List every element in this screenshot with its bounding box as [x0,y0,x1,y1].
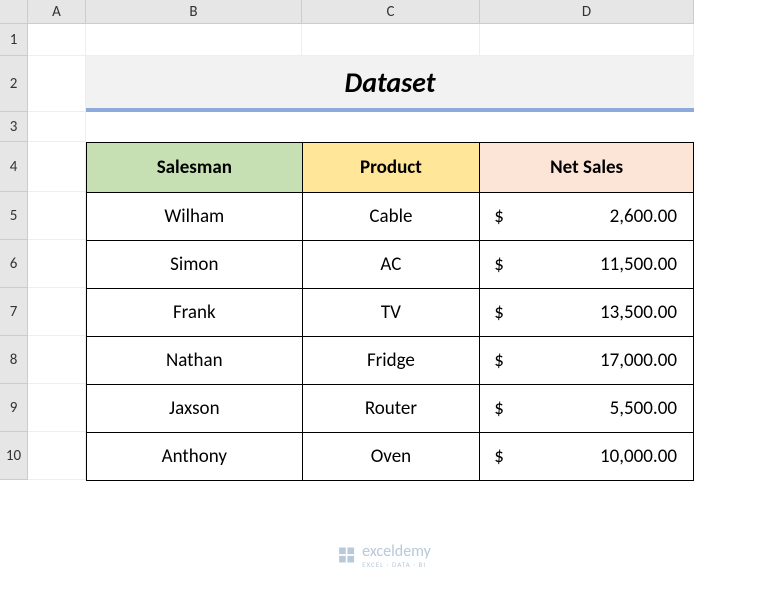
cell-product[interactable]: Oven [302,433,480,481]
amount-value: 13,500.00 [600,301,677,324]
table-row: JaxsonRouter$5,500.00 [87,385,694,433]
cell-netsales[interactable]: $13,500.00 [480,289,694,337]
cell-a9[interactable] [28,384,86,432]
header-netsales[interactable]: Net Sales [480,143,694,193]
cell-product[interactable]: Cable [302,193,480,241]
col-header-a[interactable]: A [28,0,86,24]
currency-symbol: $ [494,253,504,276]
cell-a2[interactable] [28,56,86,112]
amount-value: 2,600.00 [610,205,677,228]
cell-product[interactable]: Router [302,385,480,433]
cell-salesman[interactable]: Wilham [87,193,303,241]
cell-a10[interactable] [28,432,86,480]
row-header-5[interactable]: 5 [0,192,28,240]
currency-symbol: $ [494,205,504,228]
cell-c1[interactable] [302,24,480,56]
row-header-10[interactable]: 10 [0,432,28,480]
table-row: AnthonyOven$10,000.00 [87,433,694,481]
cell-b1[interactable] [86,24,302,56]
amount-value: 11,500.00 [600,253,677,276]
currency-symbol: $ [494,397,504,420]
row-header-6[interactable]: 6 [0,240,28,288]
cell-netsales[interactable]: $10,000.00 [480,433,694,481]
cell-d3[interactable] [480,112,694,142]
data-table: Salesman Product Net Sales WilhamCable$2… [86,142,694,481]
cell-netsales[interactable]: $5,500.00 [480,385,694,433]
cell-salesman[interactable]: Nathan [87,337,303,385]
watermark: exceldemy EXCEL · DATA · BI [336,542,431,568]
cell-b3[interactable] [86,112,302,142]
watermark-sub: EXCEL · DATA · BI [362,561,431,568]
cell-a4[interactable] [28,142,86,192]
col-header-d[interactable]: D [480,0,694,24]
cell-a5[interactable] [28,192,86,240]
table-row: NathanFridge$17,000.00 [87,337,694,385]
row-header-8[interactable]: 8 [0,336,28,384]
cell-a8[interactable] [28,336,86,384]
amount-value: 17,000.00 [600,349,677,372]
currency-symbol: $ [494,301,504,324]
cell-a7[interactable] [28,288,86,336]
currency-symbol: $ [494,349,504,372]
cell-product[interactable]: TV [302,289,480,337]
row-header-9[interactable]: 9 [0,384,28,432]
col-header-c[interactable]: C [302,0,480,24]
row-header-3[interactable]: 3 [0,112,28,142]
table-row: SimonAC$11,500.00 [87,241,694,289]
cell-netsales[interactable]: $17,000.00 [480,337,694,385]
currency-symbol: $ [494,445,504,468]
table-row: FrankTV$13,500.00 [87,289,694,337]
amount-value: 5,500.00 [610,397,677,420]
col-header-b[interactable]: B [86,0,302,24]
cell-c3[interactable] [302,112,480,142]
select-all-corner[interactable] [0,0,28,24]
cell-salesman[interactable]: Anthony [87,433,303,481]
cell-product[interactable]: Fridge [302,337,480,385]
cell-a1[interactable] [28,24,86,56]
cell-a3[interactable] [28,112,86,142]
cell-salesman[interactable]: Frank [87,289,303,337]
title-cell[interactable]: Dataset [86,56,694,112]
amount-value: 10,000.00 [600,445,677,468]
row-header-4[interactable]: 4 [0,142,28,192]
cell-salesman[interactable]: Jaxson [87,385,303,433]
cell-netsales[interactable]: $11,500.00 [480,241,694,289]
table-row: WilhamCable$2,600.00 [87,193,694,241]
cell-d1[interactable] [480,24,694,56]
cell-salesman[interactable]: Simon [87,241,303,289]
watermark-name: exceldemy [362,542,431,561]
logo-icon [336,545,356,565]
cell-a6[interactable] [28,240,86,288]
header-salesman[interactable]: Salesman [87,143,303,193]
row-header-7[interactable]: 7 [0,288,28,336]
cell-product[interactable]: AC [302,241,480,289]
header-product[interactable]: Product [302,143,480,193]
cell-netsales[interactable]: $2,600.00 [480,193,694,241]
row-header-1[interactable]: 1 [0,24,28,56]
row-header-2[interactable]: 2 [0,56,28,112]
